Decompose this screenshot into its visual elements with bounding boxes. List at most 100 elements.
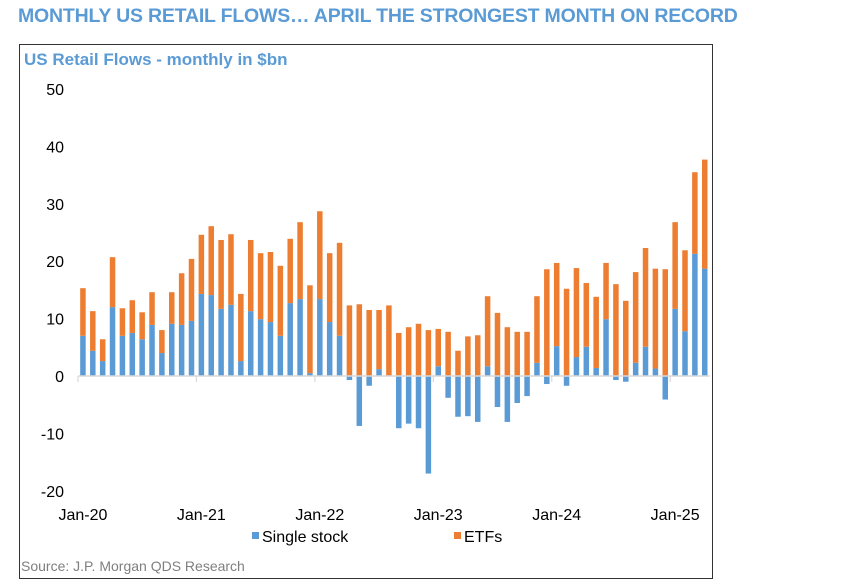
bar-etfs-Dec-20 <box>188 258 195 321</box>
bar-etfs-May-20 <box>119 308 126 336</box>
bar-single-stock-Feb-23 <box>445 376 451 398</box>
bar-single-stock-Aug-24 <box>623 376 629 382</box>
bar-etfs-Jun-23 <box>484 296 491 367</box>
y-tick-label: 0 <box>55 369 64 386</box>
bar-etfs-Jul-22 <box>376 309 382 370</box>
bar-single-stock-Mar-23 <box>455 376 461 417</box>
legend-swatch-single-stock <box>252 532 259 539</box>
bar-etfs-Jan-22 <box>317 211 323 300</box>
bar-etfs-Sep-23 <box>514 331 520 376</box>
bar-single-stock-Apr-24 <box>583 346 590 376</box>
bar-single-stock-Feb-21 <box>208 295 214 376</box>
bar-single-stock-Oct-24 <box>642 346 649 376</box>
bar-single-stock-Aug-20 <box>149 324 155 376</box>
bar-etfs-May-24 <box>593 296 599 368</box>
bar-single-stock-Jul-24 <box>613 376 619 381</box>
bar-etfs-Mar-24 <box>573 268 580 358</box>
bar-single-stock-Jul-23 <box>494 376 501 407</box>
y-tick-label: 30 <box>46 197 64 214</box>
bar-single-stock-Nov-21 <box>297 299 303 376</box>
bar-single-stock-Feb-25 <box>682 331 688 376</box>
bar-etfs-Feb-25 <box>682 250 688 332</box>
bar-single-stock-Oct-22 <box>405 376 412 424</box>
bar-etfs-Apr-20 <box>109 257 116 308</box>
bar-etfs-Oct-23 <box>524 331 530 376</box>
bar-etfs-May-21 <box>238 293 244 362</box>
bar-single-stock-Mar-20 <box>99 361 106 376</box>
bar-etfs-Sep-22 <box>396 332 402 376</box>
y-tick-label: -20 <box>41 484 64 501</box>
bar-single-stock-Aug-23 <box>504 376 511 422</box>
bar-etfs-Mar-22 <box>336 242 343 336</box>
bar-etfs-Mar-21 <box>218 239 224 309</box>
bar-etfs-Feb-23 <box>445 331 451 376</box>
bar-single-stock-Nov-22 <box>415 376 422 429</box>
bar-single-stock-Apr-21 <box>228 304 234 376</box>
bar-single-stock-May-24 <box>593 367 599 376</box>
bar-single-stock-Jul-21 <box>257 319 264 376</box>
bar-single-stock-Apr-20 <box>109 307 116 376</box>
bar-single-stock-Dec-22 <box>425 376 432 474</box>
bar-single-stock-Mar-22 <box>336 335 343 376</box>
bars-group <box>80 159 708 474</box>
bar-etfs-Apr-23 <box>465 336 471 376</box>
bar-etfs-Jun-21 <box>247 239 254 312</box>
bar-single-stock-Aug-21 <box>267 322 274 376</box>
legend-label-single-stock: Single stock <box>262 529 349 546</box>
bar-etfs-Mar-20 <box>99 339 106 362</box>
bar-single-stock-Mar-21 <box>218 308 224 376</box>
bar-etfs-Jan-20 <box>80 288 86 336</box>
bar-etfs-Mar-23 <box>455 350 461 376</box>
bar-single-stock-Jan-22 <box>317 299 323 376</box>
bar-single-stock-Jan-25 <box>672 308 678 376</box>
bar-etfs-Oct-22 <box>405 327 412 376</box>
y-tick-label: 50 <box>46 82 64 99</box>
bar-etfs-Jul-20 <box>139 312 145 340</box>
bar-etfs-Jan-23 <box>435 328 442 367</box>
y-tick-label: -10 <box>41 426 64 443</box>
bar-single-stock-May-21 <box>238 361 244 376</box>
bar-etfs-Jul-24 <box>613 284 619 376</box>
bar-etfs-Aug-22 <box>386 305 392 376</box>
legend-swatch-etfs <box>454 532 461 539</box>
bar-etfs-Nov-24 <box>652 268 659 369</box>
x-tick-label: Jan-22 <box>295 507 344 524</box>
bar-etfs-Oct-21 <box>287 238 293 304</box>
bar-single-stock-Jun-20 <box>129 332 136 376</box>
bar-single-stock-Apr-25 <box>701 268 708 376</box>
bar-etfs-Jan-21 <box>198 234 205 294</box>
bar-etfs-Dec-23 <box>544 269 550 376</box>
x-tick-label: Jan-21 <box>177 507 226 524</box>
bar-single-stock-Dec-21 <box>307 373 313 376</box>
bar-single-stock-Jan-24 <box>553 346 560 376</box>
bar-single-stock-Jul-20 <box>139 339 145 376</box>
bar-single-stock-Jan-21 <box>198 293 205 376</box>
bar-etfs-Feb-24 <box>563 288 570 376</box>
bar-single-stock-Jan-20 <box>80 335 86 376</box>
x-tick-label: Jan-24 <box>532 507 581 524</box>
bar-single-stock-Dec-24 <box>662 376 669 400</box>
bar-single-stock-Feb-24 <box>563 376 570 386</box>
bar-etfs-Dec-24 <box>662 269 669 376</box>
bar-etfs-Jul-23 <box>494 312 501 376</box>
bar-etfs-Jan-25 <box>672 222 678 309</box>
bar-single-stock-Jul-22 <box>376 369 382 376</box>
bar-etfs-Dec-22 <box>425 330 432 376</box>
bar-etfs-Apr-22 <box>346 305 353 376</box>
x-tick-label: Jan-25 <box>651 507 700 524</box>
x-axis: Jan-20 Jan-21 Jan-22 Jan-23 Jan-24 Jan-25 <box>58 376 700 524</box>
bar-single-stock-Sep-21 <box>277 335 284 376</box>
bar-etfs-Feb-21 <box>208 226 214 296</box>
bar-etfs-Jun-24 <box>603 262 609 320</box>
bar-etfs-Nov-21 <box>297 222 303 300</box>
bar-etfs-May-23 <box>474 335 481 376</box>
bar-single-stock-Sep-24 <box>632 362 639 376</box>
bar-etfs-Feb-20 <box>90 311 96 351</box>
bar-single-stock-Jan-23 <box>435 366 442 376</box>
bar-single-stock-May-23 <box>474 376 481 422</box>
bar-single-stock-Dec-20 <box>188 320 195 376</box>
bar-single-stock-Nov-24 <box>652 368 659 376</box>
bar-etfs-Sep-20 <box>159 330 165 354</box>
page-headline: MONTHLY US RETAIL FLOWS… APRIL THE STRON… <box>18 5 738 27</box>
